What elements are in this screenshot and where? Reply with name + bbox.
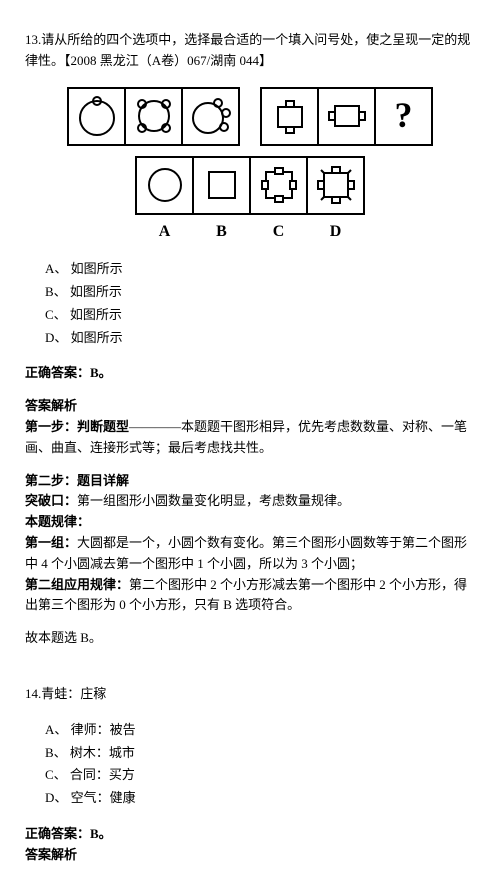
q13-conclusion: 故本题选 B。 bbox=[25, 628, 475, 649]
q13-group-1 bbox=[67, 87, 240, 146]
q13-g2-cell-1 bbox=[262, 89, 319, 144]
q13-opt-b bbox=[194, 158, 251, 213]
q13-option-d: D、 如图所示 bbox=[45, 328, 475, 349]
q13-option-c: C、 如图所示 bbox=[45, 305, 475, 326]
q13-rule-label: 本题规律： bbox=[25, 512, 475, 533]
q14-option-c: C、 合同：买方 bbox=[45, 765, 475, 786]
q13-figure-row-1: ? bbox=[25, 87, 475, 146]
q13-step1: 第一步：判断题型————本题题干图形相异，优先考虑数数量、对称、一笔画、曲直、连… bbox=[25, 417, 475, 459]
q13-g2-cell-2 bbox=[319, 89, 376, 144]
q13-options: A、 如图所示 B、 如图所示 C、 如图所示 D、 如图所示 bbox=[45, 259, 475, 348]
q13-g2-cell-3: ? bbox=[376, 89, 431, 144]
label-c: C bbox=[250, 219, 307, 245]
q13-rule2: 第二组应用规律：第二个图形中 2 个小方形减去第一个图形中 2 个小方形，得出第… bbox=[25, 575, 475, 617]
q13-breakthrough: 突破口：第一组图形小圆数量变化明显，考虑数量规律。 bbox=[25, 491, 475, 512]
q13-text: 13.请从所给的四个选项中，选择最合适的一个填入问号处，使之呈现一定的规律性。【… bbox=[25, 30, 475, 72]
label-b: B bbox=[193, 219, 250, 245]
q13-analysis-label: 答案解析 bbox=[25, 396, 475, 417]
question-mark-icon: ? bbox=[395, 87, 413, 145]
q14-option-d: D、 空气：健康 bbox=[45, 788, 475, 809]
q13-step2-label: 第二步：题目详解 bbox=[25, 471, 475, 492]
q14-options: A、 律师：被告 B、 树木：城市 C、 合同：买方 D、 空气：健康 bbox=[45, 720, 475, 809]
label-a: A bbox=[136, 219, 193, 245]
q13-option-a: A、 如图所示 bbox=[45, 259, 475, 280]
q14-text: 14.青蛙：庄稼 bbox=[25, 684, 475, 705]
q13-g1-cell-1 bbox=[69, 89, 126, 144]
q14-option-b: B、 树木：城市 bbox=[45, 743, 475, 764]
q13-opt-a bbox=[137, 158, 194, 213]
q13-answer-row bbox=[135, 156, 365, 215]
q13-opt-c bbox=[251, 158, 308, 213]
q13-group-2: ? bbox=[260, 87, 433, 146]
q14: 14.青蛙：庄稼 A、 律师：被告 B、 树木：城市 C、 合同：买方 D、 空… bbox=[25, 684, 475, 866]
q13-answer-labels: A B C D bbox=[136, 215, 364, 245]
q13-rule1: 第一组：大圆都是一个，小圆个数有变化。第三个图形小圆数等于第二个图形中 4 个小… bbox=[25, 533, 475, 575]
label-d: D bbox=[307, 219, 364, 245]
q14-correct: 正确答案：B。 bbox=[25, 824, 475, 845]
q13-number: 13. bbox=[25, 32, 41, 47]
q13-g1-cell-2 bbox=[126, 89, 183, 144]
q13-opt-d bbox=[308, 158, 363, 213]
q13-answer-figure: A B C D bbox=[25, 156, 475, 245]
q13-option-b: B、 如图所示 bbox=[45, 282, 475, 303]
q13-correct: 正确答案：B。 bbox=[25, 363, 475, 384]
q14-option-a: A、 律师：被告 bbox=[45, 720, 475, 741]
q13-g1-cell-3 bbox=[183, 89, 238, 144]
q14-analysis-label: 答案解析 bbox=[25, 845, 475, 866]
